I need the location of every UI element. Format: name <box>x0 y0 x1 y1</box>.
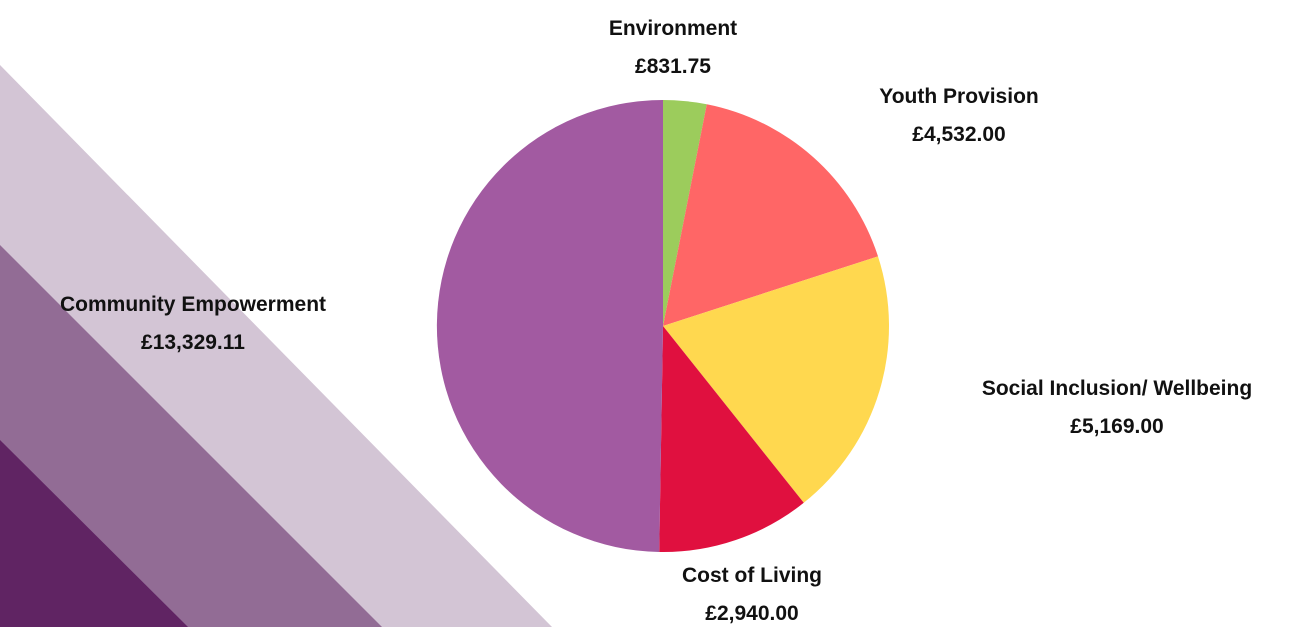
stripe-mid <box>0 245 382 627</box>
slice-community-empowerment <box>436 99 663 552</box>
label-youth-provision: Youth Provision £4,532.00 <box>879 78 1038 154</box>
label-community-empowerment-name: Community Empowerment <box>59 293 327 316</box>
label-cost-of-living: Cost of Living £2,940.00 <box>682 557 822 633</box>
slice-cost-of-living <box>659 326 804 553</box>
label-cost-of-living-name: Cost of Living <box>682 564 822 587</box>
label-environment: Environment £831.75 <box>609 10 737 86</box>
slice-environment <box>663 100 707 326</box>
slice-youth-provision <box>663 104 878 326</box>
label-social-inclusion-wellbeing-name: Social Inclusion/ Wellbeing <box>981 377 1253 400</box>
label-cost-of-living-value: £2,940.00 <box>705 602 799 625</box>
label-social-inclusion-wellbeing: Social Inclusion/ Wellbeing £5,169.00 <box>982 370 1252 446</box>
stripe-dark <box>0 440 188 627</box>
label-youth-provision-name: Youth Provision <box>879 85 1039 108</box>
label-community-empowerment: Community Empowerment £13,329.11 <box>60 286 326 362</box>
label-community-empowerment-value: £13,329.11 <box>141 331 245 354</box>
label-social-inclusion-wellbeing-value: £5,169.00 <box>1070 415 1164 438</box>
label-environment-name: Environment <box>608 17 738 40</box>
slice-social-inclusion-wellbeing <box>663 256 889 503</box>
label-youth-provision-value: £4,532.00 <box>912 123 1006 146</box>
label-environment-value: £831.75 <box>635 55 711 78</box>
